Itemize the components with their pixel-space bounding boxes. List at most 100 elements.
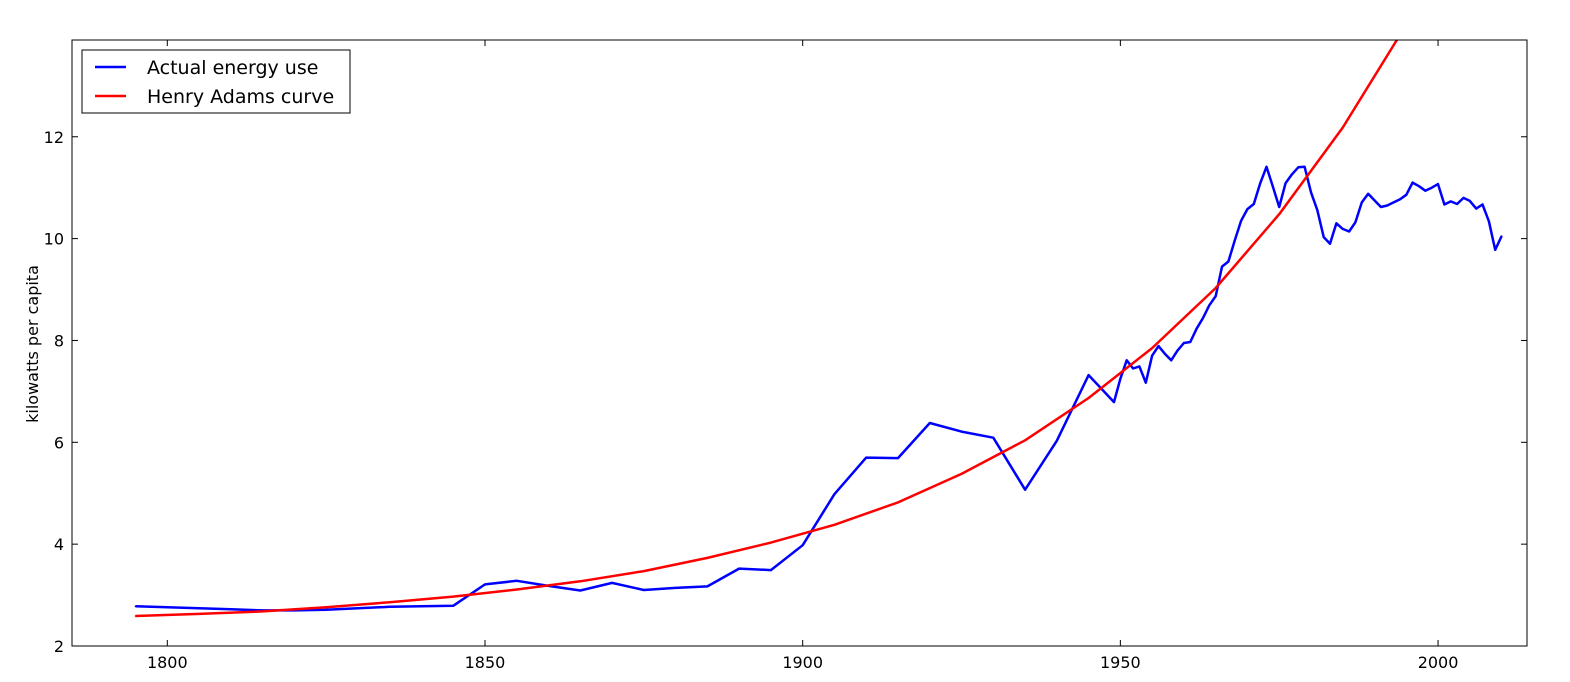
series-0-point: [1450, 200, 1452, 203]
series-0-point: [1373, 199, 1376, 202]
series-1-point: [897, 501, 899, 504]
series-0-point: [1233, 239, 1236, 242]
plot-frame: [71, 39, 1528, 647]
series-0-point: [452, 605, 455, 607]
series-0-point: [1113, 401, 1115, 403]
series-0-point: [1386, 204, 1388, 207]
series-1-point: [1341, 126, 1344, 129]
series-0-point: [1399, 198, 1401, 201]
series-0-point: [1418, 185, 1420, 187]
series-0-point: [1265, 166, 1268, 168]
series-1-point: [579, 580, 582, 583]
series-0-point: [484, 583, 486, 586]
series-0-point: [1392, 201, 1395, 204]
y-tick-label: 2: [54, 637, 64, 656]
series-1-point: [516, 588, 518, 591]
series-0-point: [1475, 207, 1477, 210]
series-0-point: [1462, 197, 1465, 199]
series-0-point: [865, 456, 867, 459]
series-0-point: [388, 606, 391, 608]
series-1-point: [960, 473, 963, 475]
series-0-point: [1411, 181, 1414, 184]
legend-frame: [81, 49, 351, 114]
series-0-point: [579, 589, 582, 592]
x-tick-label: 2000: [1418, 653, 1459, 672]
series-0-point: [1341, 228, 1344, 230]
series-0-point: [1424, 189, 1427, 192]
series-0-point: [1119, 377, 1122, 380]
series-1-point: [706, 557, 709, 559]
series-0-point: [929, 422, 931, 424]
series-0-point: [1348, 230, 1350, 233]
series-0-point: [1240, 220, 1242, 222]
series-0-point: [1227, 260, 1230, 263]
series-0-point: [1132, 367, 1134, 370]
series-0-point: [738, 567, 740, 570]
series-0-point: [1208, 304, 1211, 307]
series-0-point: [1297, 166, 1300, 169]
series-0-point: [1430, 186, 1433, 189]
series-1-point: [1151, 347, 1153, 349]
series-0-point: [325, 609, 327, 611]
series-0-point: [1164, 352, 1166, 355]
series-1-point: [388, 601, 391, 603]
series-layer: [134, 40, 1503, 618]
series-0-point: [230, 608, 232, 611]
series-0-point: [1291, 173, 1293, 176]
series-0-point: [960, 430, 963, 433]
series-1-point: [198, 613, 200, 615]
legend-label-0: Actual energy use: [147, 57, 318, 79]
series-0-point: [1246, 208, 1249, 210]
series-1-point: [261, 610, 264, 613]
series-0-point: [1303, 166, 1306, 168]
series-0-point: [611, 582, 613, 584]
x-tick-label: 1950: [1100, 653, 1141, 672]
series-0-point: [897, 457, 899, 459]
series-0-point: [1170, 359, 1172, 362]
ticks-layer: 1800 1850 1900 1950 2000 2 4 6 8 10 12: [44, 40, 1527, 672]
series-0-point: [1195, 327, 1198, 330]
series-0-point: [801, 544, 804, 546]
series-0-point: [1284, 182, 1287, 184]
series-0-point: [1145, 381, 1147, 384]
series-0-point: [1322, 236, 1325, 238]
series-1-point: [1024, 439, 1026, 442]
series-1-point: [643, 570, 645, 572]
series-0-point: [1494, 249, 1496, 251]
series-0-point: [1405, 194, 1408, 196]
series-0-point: [1367, 193, 1369, 195]
y-tick-label: 10: [44, 230, 64, 249]
series-0-point: [643, 589, 645, 591]
series-0-point: [992, 436, 995, 439]
x-tick-label: 1850: [465, 653, 506, 672]
series-1-point: [452, 595, 455, 598]
series-0-point: [1157, 345, 1160, 347]
series-0-point: [1335, 222, 1338, 225]
series-0-point: [770, 569, 772, 571]
series-0-point: [1329, 242, 1331, 245]
legend: Actual energy use Henry Adams curve: [81, 49, 351, 114]
series-1-point: [1278, 213, 1280, 215]
series-0-point: [1354, 221, 1357, 224]
series-1-point: [1087, 397, 1090, 399]
series-0-point: [1151, 354, 1153, 357]
series-0-point: [833, 493, 836, 496]
series-0-point: [1214, 295, 1217, 297]
series-0-point: [674, 587, 677, 589]
series-0-point: [1469, 200, 1471, 202]
series-0-point: [1456, 203, 1458, 205]
series-0-point: [1189, 341, 1192, 343]
series-0-point: [1087, 374, 1090, 376]
series-1-point: [833, 524, 836, 526]
series-1-point: [134, 615, 137, 617]
series-1-point: [770, 541, 772, 544]
x-tick-label: 1900: [782, 653, 823, 672]
series-0-point: [1176, 349, 1179, 352]
series-1-point: [1214, 287, 1217, 289]
x-tick-label: 1800: [147, 653, 188, 672]
series-1-point: [325, 606, 327, 609]
series-0-point: [1202, 317, 1204, 319]
series-0-point: [1253, 203, 1255, 205]
